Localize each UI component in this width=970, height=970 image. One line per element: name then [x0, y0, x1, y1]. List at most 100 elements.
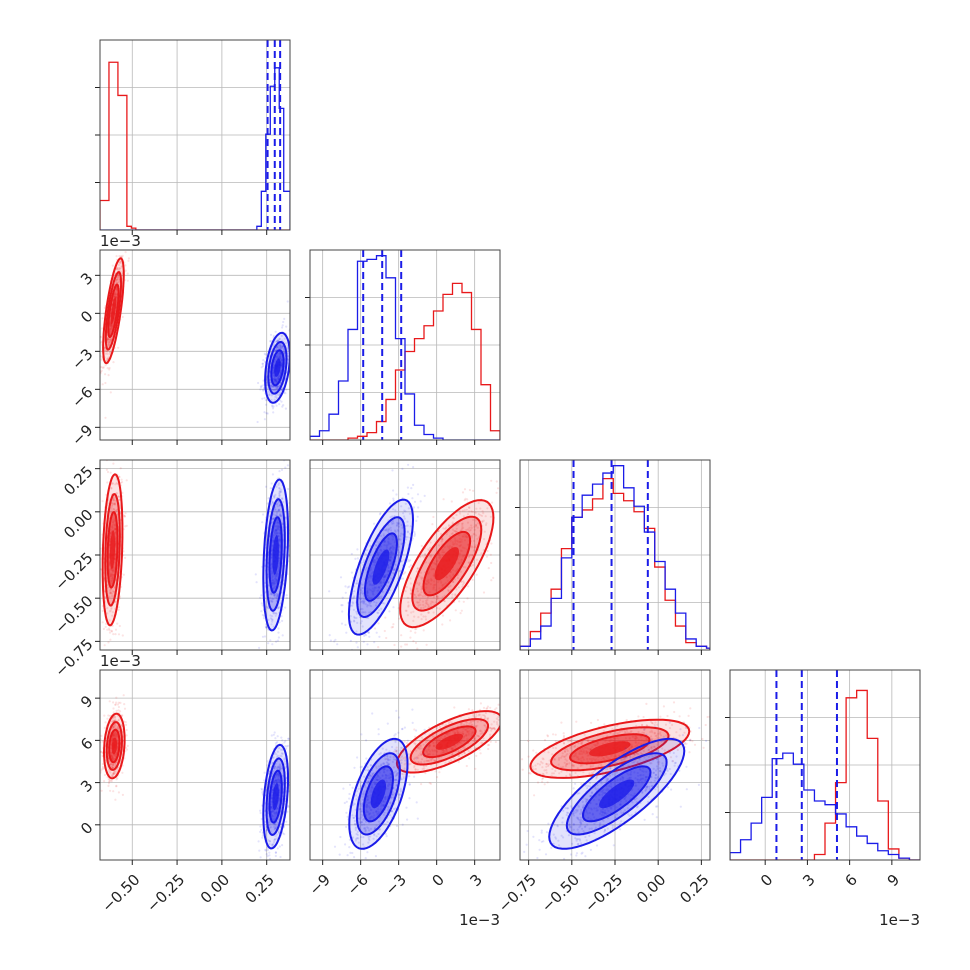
scatter-point [114, 719, 117, 722]
scatter-point [274, 824, 277, 828]
scatter-point [400, 634, 403, 637]
scatter-point [278, 747, 281, 750]
scatter-point [112, 772, 115, 776]
scatter-point [117, 705, 120, 709]
scatter-point [106, 470, 110, 474]
scatter-point [270, 384, 273, 387]
scatter-point [284, 407, 287, 410]
scatter-point [116, 267, 119, 270]
scatter-point [275, 346, 278, 349]
scatter-point [107, 784, 110, 788]
scatter-point [364, 611, 367, 614]
scatter-point [460, 527, 464, 530]
scatter-point [108, 714, 111, 717]
scatter-point [262, 388, 265, 391]
scatter-point [109, 471, 112, 474]
scatter-point [108, 589, 112, 592]
scatter-point [112, 763, 115, 766]
scatter-point [272, 411, 275, 414]
scatter-point [112, 443, 114, 445]
scatter-point [121, 634, 124, 637]
scatter-point [286, 300, 289, 303]
scatter-point [472, 489, 475, 492]
scatter-point [358, 593, 361, 596]
scatter-point [103, 714, 106, 717]
scatter-point [271, 407, 275, 410]
scatter-point [119, 260, 122, 263]
scatter-point [363, 634, 366, 638]
scatter-point [397, 525, 400, 528]
scatter-point [259, 388, 262, 391]
scatter-point [110, 588, 113, 591]
scatter-point [116, 276, 120, 279]
scatter-point [110, 762, 113, 765]
scatter-point [263, 771, 266, 774]
scatter-point [429, 555, 433, 558]
scatter-point [466, 528, 470, 531]
scatter-point [277, 345, 280, 348]
scatter-point [273, 765, 276, 768]
scatter-point [257, 840, 260, 843]
scatter-point [126, 279, 129, 282]
scatter-point [461, 509, 464, 512]
scatter-point [112, 725, 115, 728]
scatter-point [407, 605, 410, 608]
scatter-point [486, 549, 489, 553]
scatter-point [377, 596, 380, 599]
scatter-point [277, 766, 280, 769]
scatter-point [402, 512, 405, 515]
scatter-point [274, 385, 277, 388]
scatter-point [456, 523, 459, 526]
scatter-point [458, 510, 461, 513]
scatter-point [272, 612, 275, 615]
scatter-point [484, 523, 488, 527]
scatter-point [468, 529, 471, 532]
scatter-point [113, 770, 116, 774]
scatter-point [436, 595, 439, 598]
scatter-point [271, 657, 273, 659]
scatter-point [277, 509, 280, 512]
scatter-point [264, 581, 267, 585]
scatter-point [270, 623, 273, 626]
scatter-point [420, 618, 423, 621]
contour-line-red [107, 283, 120, 338]
scatter-point [459, 512, 462, 515]
scatter-point [281, 497, 284, 500]
scatter-point [283, 434, 285, 436]
scatter-point [368, 635, 371, 638]
scatter-point [426, 602, 429, 606]
scatter-point [429, 541, 432, 544]
scatter-point [262, 379, 265, 382]
scatter-point [269, 384, 272, 387]
scatter-point [492, 576, 495, 580]
scatter-point [115, 280, 118, 283]
scatter-point [269, 614, 272, 617]
scatter-point [449, 584, 452, 588]
scatter-point [353, 590, 356, 593]
scatter-point [276, 639, 280, 642]
scatter-point [117, 791, 120, 794]
scatter-point [380, 607, 383, 610]
scatter-point [471, 554, 474, 557]
scatter-point [285, 516, 288, 519]
scatter-point [261, 613, 264, 617]
scatter-point [108, 778, 111, 781]
scatter-point [464, 566, 467, 569]
scatter-point [118, 254, 121, 258]
scatter-point [125, 723, 128, 727]
scatter-point [403, 558, 406, 562]
scatter-point [451, 532, 454, 535]
scatter-point [362, 640, 365, 643]
scatter-point [112, 725, 115, 728]
scatter-point [259, 856, 262, 859]
scatter-point [413, 534, 416, 538]
scatter-point [275, 404, 278, 407]
scatter-point [472, 533, 475, 536]
scatter-point [489, 553, 492, 556]
scatter-point [436, 607, 439, 610]
scatter-point [102, 627, 105, 631]
scatter-point [447, 590, 450, 593]
scatter-point [279, 504, 282, 507]
scatter-point [273, 594, 276, 597]
scatter-point [483, 538, 486, 541]
